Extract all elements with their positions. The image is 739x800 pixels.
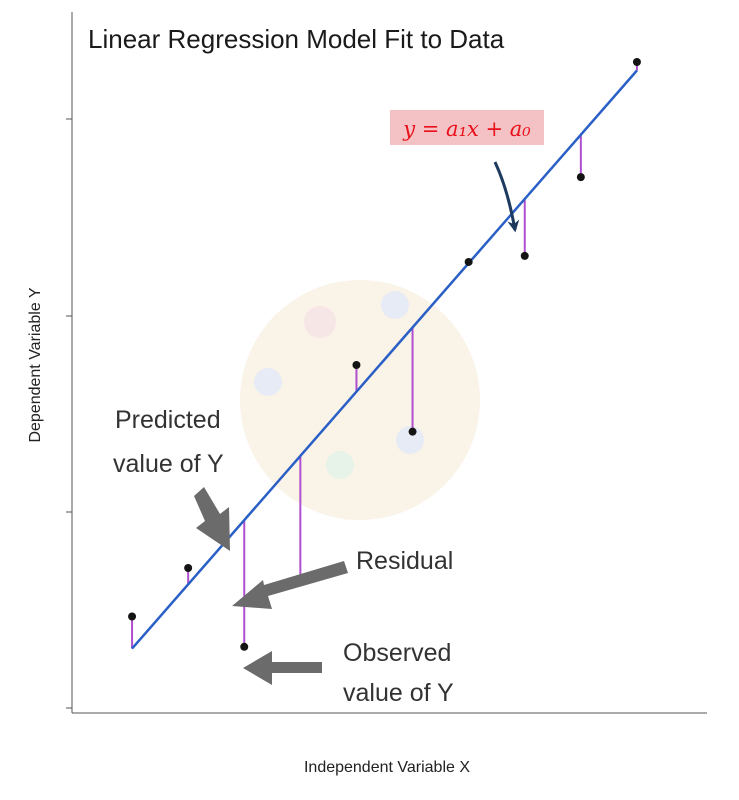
data-point bbox=[408, 427, 417, 436]
equation-label: y = a₁x + a₀ bbox=[390, 110, 544, 145]
x-axis-label: Independent Variable X bbox=[304, 759, 470, 776]
observed-callout: Observed value of Y bbox=[243, 639, 454, 707]
equation-arrow bbox=[493, 161, 520, 233]
residual-callout: Residual bbox=[232, 547, 453, 609]
predicted-arrow bbox=[194, 487, 230, 551]
data-point bbox=[576, 173, 585, 182]
axes bbox=[66, 12, 707, 714]
chart-title: Linear Regression Model Fit to Data bbox=[88, 24, 505, 54]
equation-background bbox=[390, 110, 544, 145]
data-point bbox=[464, 257, 473, 266]
data-point bbox=[184, 564, 193, 573]
observed-label-line1: Observed bbox=[343, 639, 451, 667]
residual-label: Residual bbox=[356, 547, 453, 575]
regression-line bbox=[131, 69, 638, 650]
equation-text: y = a₁x + a₀ bbox=[402, 117, 531, 141]
observed-label-line2: value of Y bbox=[343, 679, 454, 707]
predicted-callout: Predicted value of Y bbox=[113, 406, 230, 551]
predicted-label-line1: Predicted bbox=[115, 406, 221, 434]
data-point bbox=[128, 612, 137, 621]
y-axis-label: Dependent Variable Y bbox=[27, 287, 44, 442]
fit-line-group bbox=[131, 69, 638, 650]
data-point bbox=[520, 251, 529, 260]
data-point bbox=[352, 361, 361, 369]
data-point bbox=[632, 58, 641, 66]
predicted-label-line2: value of Y bbox=[113, 450, 224, 478]
observed-arrow bbox=[243, 651, 322, 685]
data-point bbox=[240, 642, 249, 651]
residual-arrow bbox=[232, 561, 348, 609]
